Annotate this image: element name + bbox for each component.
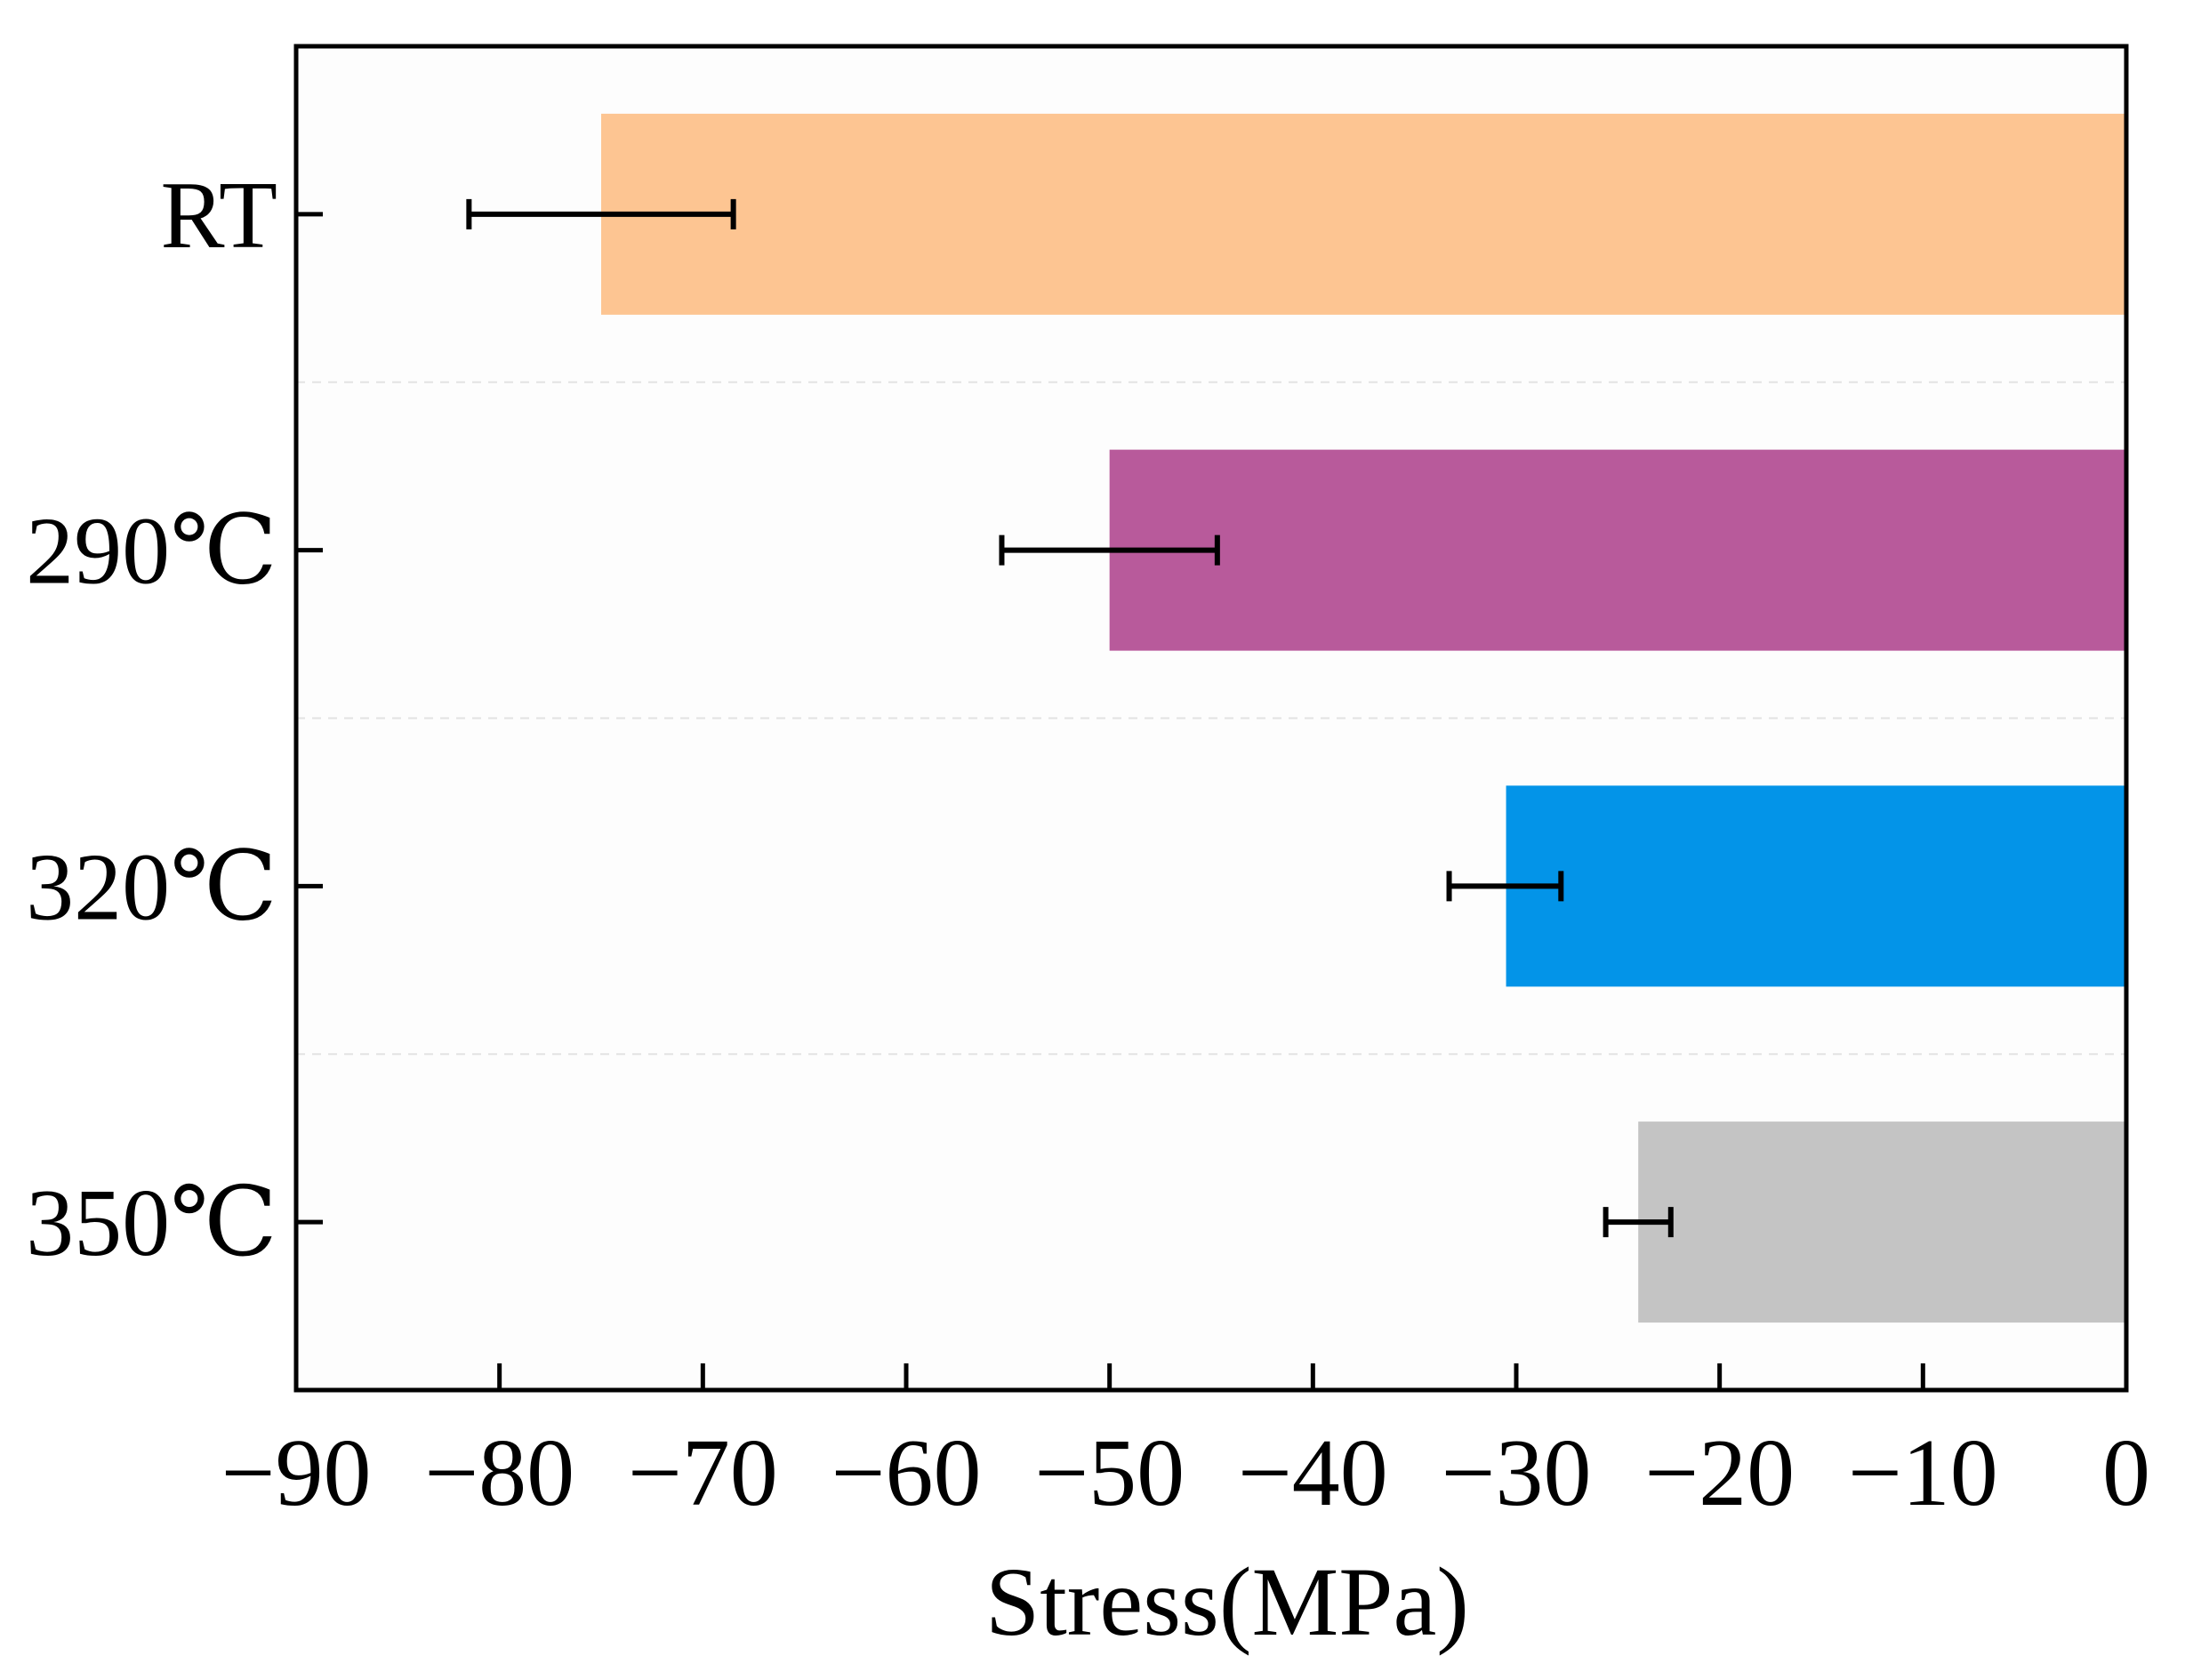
error-bar-2 — [1446, 871, 1564, 902]
x-tick-label-6: −30 — [1442, 1420, 1592, 1526]
x-tick-label-2: −70 — [628, 1420, 778, 1526]
bar-2 — [1506, 785, 2126, 987]
error-bar-layer — [466, 198, 1674, 1238]
x-tick-label-4: −50 — [1034, 1420, 1185, 1526]
bar-3 — [1638, 1121, 2126, 1323]
plot-frame — [293, 44, 2129, 1393]
error-bar-3 — [1603, 1207, 1674, 1238]
x-tick-label-9: 0 — [2102, 1420, 2150, 1526]
y-tick-label-0: RT — [160, 163, 277, 269]
bar-layer — [601, 113, 2126, 1323]
grid-layer — [296, 381, 2126, 1056]
x-tick-label-3: −60 — [831, 1420, 982, 1526]
error-bar-1 — [999, 535, 1220, 566]
x-tick-label-1: −80 — [424, 1420, 574, 1526]
y-tick-label-2: 320℃ — [26, 834, 277, 940]
bar-0 — [601, 113, 2126, 315]
x-tick-label-0: −90 — [221, 1420, 372, 1526]
x-axis-title: Stress(MPa) — [985, 1547, 1469, 1656]
x-tick-label-8: −10 — [1848, 1420, 1998, 1526]
y-tick-label-1: 290℃ — [26, 499, 277, 605]
x-tick-label-5: −40 — [1238, 1420, 1388, 1526]
y-tick-label-3: 350℃ — [26, 1170, 277, 1276]
x-tick-label-7: −20 — [1644, 1420, 1795, 1526]
tick-layer: RT 290℃ 320℃ 350℃ −90 −80 −70 −60 −50 −40 −30 −20 −1… — [26, 163, 2150, 1526]
bar-1 — [1109, 449, 2126, 651]
error-bar-0 — [466, 198, 736, 229]
